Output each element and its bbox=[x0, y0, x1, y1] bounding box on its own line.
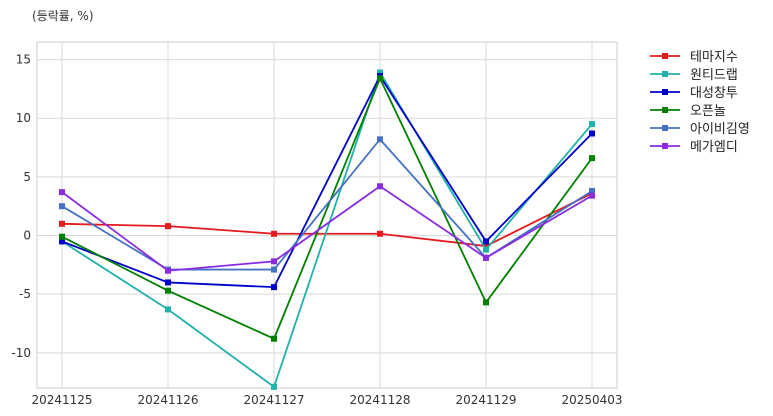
y-tick-label: 5 bbox=[23, 170, 31, 184]
legend-marker bbox=[662, 107, 668, 113]
data-point bbox=[377, 75, 383, 82]
y-axis-ticks: -10 -5 0 5 10 15 bbox=[11, 53, 31, 360]
series-line bbox=[61, 185, 593, 272]
y-tick-label: -5 bbox=[19, 287, 31, 301]
legend-item: 아이비김영 bbox=[650, 122, 750, 137]
data-point bbox=[165, 287, 171, 294]
plot-area bbox=[36, 41, 618, 389]
x-tick-label: 20241128 bbox=[349, 393, 410, 407]
series-5 bbox=[59, 183, 595, 274]
data-point bbox=[589, 121, 595, 128]
series-line bbox=[61, 192, 593, 248]
legend-item: 원티드랩 bbox=[650, 68, 738, 83]
x-tick-label: 20241127 bbox=[243, 393, 304, 407]
y-tick-label: 10 bbox=[16, 111, 31, 125]
legend-marker bbox=[662, 71, 668, 77]
y-unit-label: (등락률, %) bbox=[32, 9, 94, 23]
legend-item: 메가엠디 bbox=[650, 140, 738, 155]
data-point bbox=[59, 203, 65, 210]
series-lines bbox=[59, 69, 595, 390]
legend-label: 원티드랩 bbox=[690, 68, 738, 83]
legend-marker bbox=[662, 143, 668, 149]
series-line bbox=[61, 74, 593, 289]
legend-label: 아이비김영 bbox=[690, 122, 750, 137]
data-point bbox=[589, 192, 595, 199]
legend-label: 메가엠디 bbox=[690, 140, 738, 155]
data-point bbox=[589, 155, 595, 162]
data-point bbox=[483, 238, 489, 245]
data-point bbox=[59, 238, 65, 245]
data-point bbox=[271, 383, 277, 390]
data-point bbox=[59, 220, 65, 227]
data-point bbox=[377, 69, 383, 76]
legend-marker bbox=[662, 89, 668, 95]
legend-item: 대성창투 bbox=[650, 86, 738, 101]
data-point bbox=[165, 279, 171, 286]
grid bbox=[37, 42, 617, 388]
data-point bbox=[59, 189, 65, 196]
data-point bbox=[483, 246, 489, 253]
data-point bbox=[377, 136, 383, 143]
y-tick-label: 15 bbox=[16, 53, 31, 67]
x-tick-label: 20250403 bbox=[561, 393, 622, 407]
series-1 bbox=[59, 69, 595, 390]
data-point bbox=[165, 306, 171, 313]
legend-marker bbox=[662, 125, 668, 131]
y-tick-label: -10 bbox=[11, 346, 31, 360]
x-axis-ticks: 20241125 20241126 20241127 20241128 20241129… bbox=[31, 393, 622, 407]
legend-label: 테마지수 bbox=[690, 50, 738, 65]
data-point bbox=[483, 299, 489, 306]
x-tick-label: 20241126 bbox=[137, 393, 198, 407]
data-point bbox=[271, 335, 277, 342]
data-point bbox=[589, 187, 595, 194]
legend-label: 오픈놀 bbox=[690, 104, 726, 119]
data-point bbox=[483, 254, 489, 261]
data-point bbox=[165, 223, 171, 230]
data-point bbox=[165, 267, 171, 274]
data-point bbox=[59, 233, 65, 240]
series-2 bbox=[59, 73, 595, 291]
legend-label: 대성창투 bbox=[690, 86, 738, 101]
data-point bbox=[271, 284, 277, 291]
legend-item: 테마지수 bbox=[650, 50, 738, 65]
series-line bbox=[61, 76, 593, 340]
legend-marker bbox=[662, 53, 668, 59]
data-point bbox=[589, 130, 595, 137]
x-tick-label: 20241125 bbox=[31, 393, 92, 407]
series-4 bbox=[59, 136, 595, 273]
series-3 bbox=[59, 75, 595, 342]
data-point bbox=[377, 230, 383, 237]
y-tick-label: 0 bbox=[23, 229, 31, 243]
legend-item: 오픈놀 bbox=[650, 104, 726, 119]
x-tick-label: 20241129 bbox=[455, 393, 516, 407]
data-point bbox=[483, 243, 489, 250]
data-point bbox=[271, 230, 277, 237]
data-point bbox=[271, 266, 277, 273]
data-point bbox=[377, 183, 383, 190]
data-point bbox=[271, 258, 277, 265]
series-line bbox=[61, 70, 593, 389]
